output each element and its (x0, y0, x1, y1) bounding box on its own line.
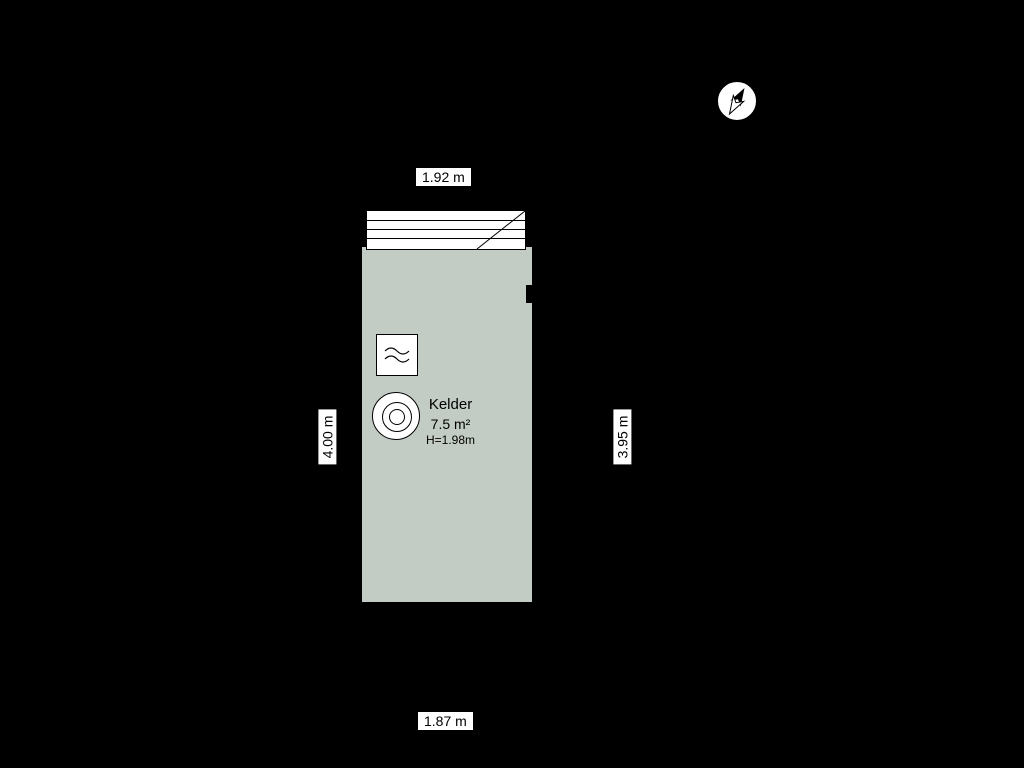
dimension-top: 1.92 m (416, 168, 471, 186)
room-label: Kelder 7.5 m² H=1.98m (426, 395, 475, 448)
wall-notch (526, 285, 534, 303)
room-height: H=1.98m (426, 433, 475, 449)
dimension-left: 4.00 m (318, 410, 336, 465)
washer-appliance (372, 392, 420, 440)
washer-drum-icon (382, 402, 412, 432)
dryer-appliance (376, 334, 418, 376)
room-area: 7.5 m² (426, 415, 475, 433)
stairs (366, 210, 526, 250)
room-name: Kelder (426, 395, 475, 415)
stair-diagonal-icon (367, 211, 525, 249)
compass-icon (716, 80, 758, 122)
vent-icon (377, 335, 417, 375)
dimension-right: 3.95 m (613, 410, 631, 465)
dimension-bottom: 1.87 m (418, 712, 473, 730)
